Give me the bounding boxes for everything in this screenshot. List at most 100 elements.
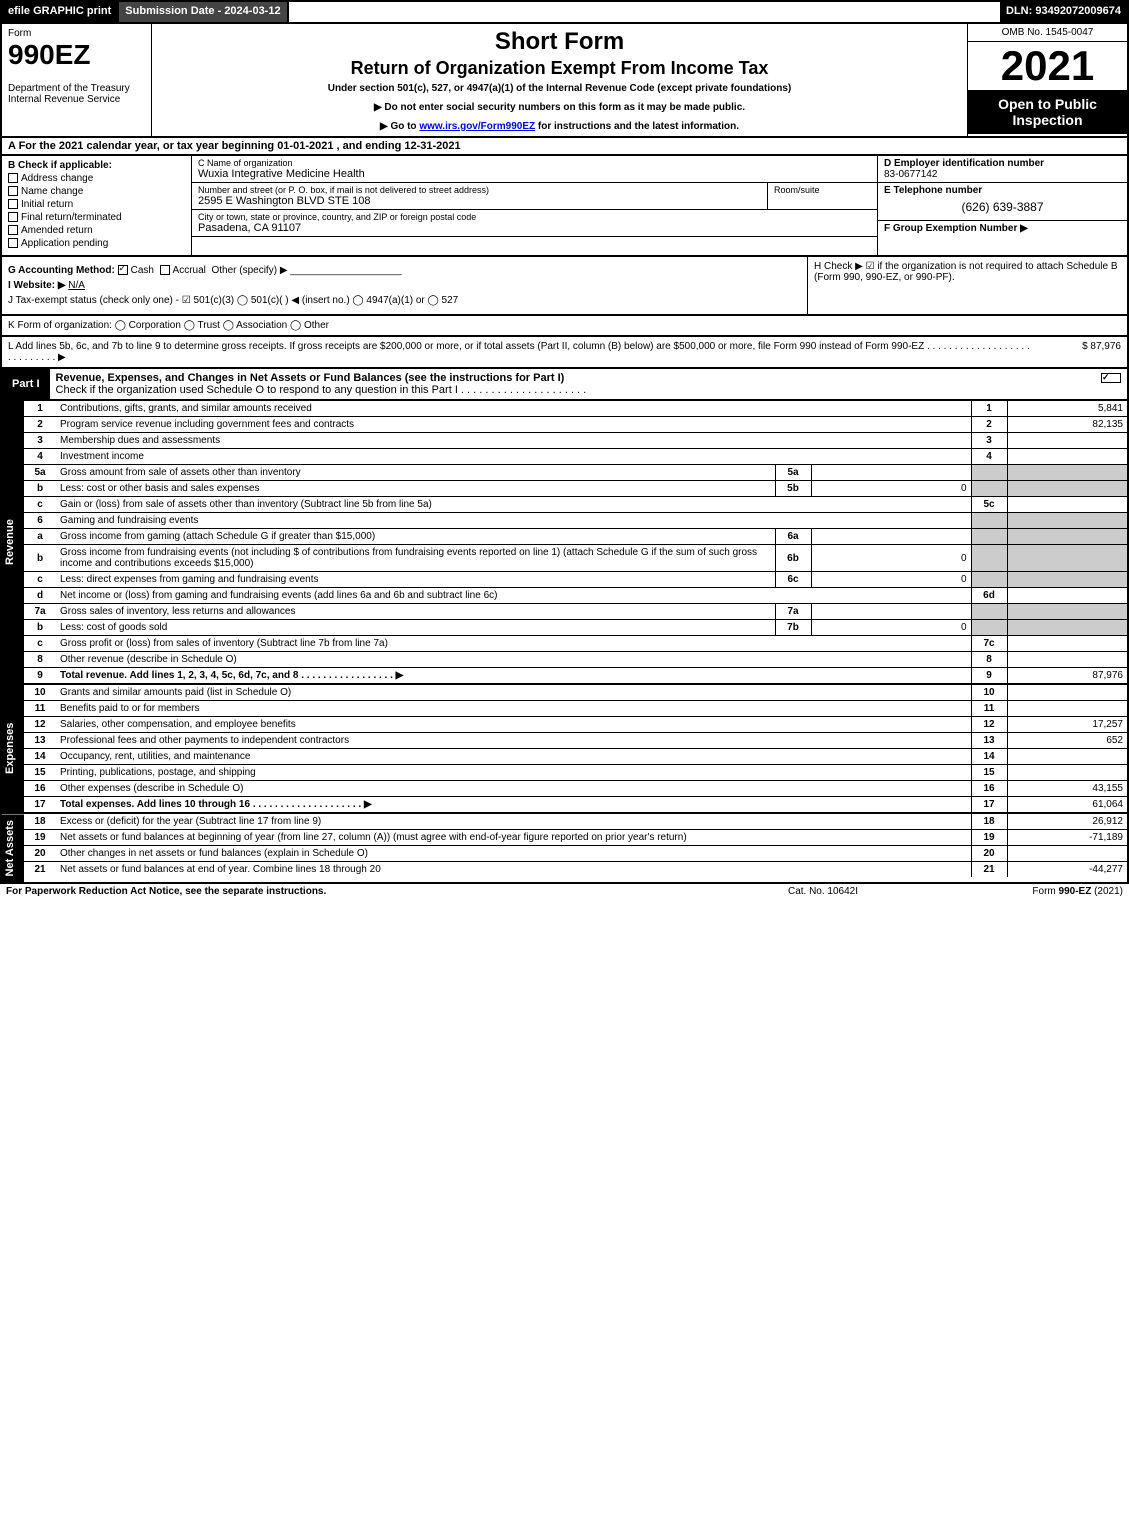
submission-date: Submission Date - 2024-03-12 [117,2,288,22]
col-b: B Check if applicable: Address change Nam… [2,156,192,255]
table-row: 5aGross amount from sale of assets other… [24,465,1127,481]
revenue-side-label: Revenue [2,401,24,683]
block-b-f: B Check if applicable: Address change Nam… [0,156,1129,257]
expenses-side-label: Expenses [2,685,24,812]
ein-value: 83-0677142 [884,169,937,180]
c-label: C Name of organization [198,158,621,168]
l-amount: $ 87,976 [1031,341,1121,363]
part-i-checkbox[interactable] [1101,373,1121,383]
table-row: bLess: cost or other basis and sales exp… [24,481,1127,497]
omb-number: OMB No. 1545-0047 [968,24,1127,42]
table-row: cGain or (loss) from sale of assets othe… [24,497,1127,513]
expenses-table: 10Grants and similar amounts paid (list … [24,685,1127,812]
netassets-side-label: Net Assets [2,814,24,882]
table-row: aGross income from gaming (attach Schedu… [24,529,1127,545]
revenue-section: Revenue 1Contributions, gifts, grants, a… [0,401,1129,685]
header-center: Short Form Return of Organization Exempt… [152,24,967,136]
org-name: Wuxia Integrative Medicine Health [198,168,621,180]
b-label: B Check if applicable: [8,160,185,171]
table-row: cLess: direct expenses from gaming and f… [24,572,1127,588]
d-label: D Employer identification number [884,158,1044,169]
e-label: E Telephone number [884,185,982,196]
irs-link[interactable]: www.irs.gov/Form990EZ [419,121,535,132]
table-row: 14Occupancy, rent, utilities, and mainte… [24,749,1127,765]
table-row: 18Excess or (deficit) for the year (Subt… [24,814,1127,830]
table-row: 10Grants and similar amounts paid (list … [24,685,1127,701]
l-text: L Add lines 5b, 6c, and 7b to line 9 to … [8,341,1031,363]
form-number: 990EZ [8,39,145,71]
table-row: 21Net assets or fund balances at end of … [24,862,1127,878]
netassets-table: 18Excess or (deficit) for the year (Subt… [24,814,1127,877]
table-row: bGross income from fundraising events (n… [24,545,1127,572]
subtitle: Under section 501(c), 527, or 4947(a)(1)… [158,83,961,94]
topbar: efile GRAPHIC print Submission Date - 20… [0,0,1129,24]
table-row: 9Total revenue. Add lines 1, 2, 3, 4, 5c… [24,668,1127,684]
row-l: L Add lines 5b, 6c, and 7b to line 9 to … [0,337,1129,369]
row-k: K Form of organization: ◯ Corporation ◯ … [0,316,1129,337]
department: Department of the Treasury Internal Reve… [8,83,145,105]
col-c: C Name of organization Wuxia Integrative… [192,156,877,255]
table-row: 2Program service revenue including gover… [24,417,1127,433]
b-option[interactable]: Application pending [8,238,185,249]
table-row: bLess: cost of goods sold7b0 [24,620,1127,636]
b-option[interactable]: Amended return [8,225,185,236]
part-i-title: Revenue, Expenses, and Changes in Net As… [56,372,565,384]
instruction-2: ▶ Go to www.irs.gov/Form990EZ for instru… [158,121,961,132]
website: N/A [68,280,85,291]
open-inspection: Open to Public Inspection [968,90,1127,134]
cash-checkbox[interactable] [118,265,128,275]
part-i-header: Part I Revenue, Expenses, and Changes in… [0,369,1129,401]
org-city: Pasadena, CA 91107 [198,222,871,234]
header-right: OMB No. 1545-0047 2021 Open to Public In… [967,24,1127,136]
table-row: 20Other changes in net assets or fund ba… [24,846,1127,862]
table-row: cGross profit or (loss) from sales of in… [24,636,1127,652]
part-i-sub: Check if the organization used Schedule … [56,384,587,396]
footer-center: Cat. No. 10642I [723,886,923,897]
table-row: 1Contributions, gifts, grants, and simil… [24,401,1127,417]
tax-year: 2021 [968,42,1127,90]
row-g: G Accounting Method: Cash Accrual Other … [8,265,801,276]
row-h: H Check ▶ ☑ if the organization is not r… [807,257,1127,314]
telephone: (626) 639-3887 [884,196,1121,218]
netassets-section: Net Assets 18Excess or (deficit) for the… [0,814,1129,884]
b-option[interactable]: Name change [8,186,185,197]
form-label: Form [8,28,145,39]
org-address: 2595 E Washington BLVD STE 108 [198,195,761,207]
dln: DLN: 93492072009674 [1000,2,1127,22]
table-row: 19Net assets or fund balances at beginni… [24,830,1127,846]
accrual-checkbox[interactable] [160,265,170,275]
instruction-1: ▶ Do not enter social security numbers o… [158,102,961,113]
table-row: 6Gaming and fundraising events [24,513,1127,529]
table-row: 7aGross sales of inventory, less returns… [24,604,1127,620]
table-row: 17Total expenses. Add lines 10 through 1… [24,797,1127,813]
row-a: A For the 2021 calendar year, or tax yea… [0,138,1129,156]
header-left: Form 990EZ Department of the Treasury In… [2,24,152,136]
table-row: 11Benefits paid to or for members11 [24,701,1127,717]
block-ghij: G Accounting Method: Cash Accrual Other … [0,257,1129,316]
table-row: dNet income or (loss) from gaming and fu… [24,588,1127,604]
b-option[interactable]: Address change [8,173,185,184]
row-i: I Website: ▶ N/A [8,280,801,291]
part-i-label: Part I [2,375,50,393]
b-option[interactable]: Initial return [8,199,185,210]
f-label: F Group Exemption Number ▶ [884,223,1028,234]
addr-label: Number and street (or P. O. box, if mail… [198,185,761,195]
table-row: 3Membership dues and assessments3 [24,433,1127,449]
table-row: 13Professional fees and other payments t… [24,733,1127,749]
table-row: 12Salaries, other compensation, and empl… [24,717,1127,733]
footer: For Paperwork Reduction Act Notice, see … [0,884,1129,899]
expenses-section: Expenses 10Grants and similar amounts pa… [0,685,1129,814]
title-short-form: Short Form [158,28,961,56]
col-def: D Employer identification number 83-0677… [877,156,1127,255]
revenue-table: 1Contributions, gifts, grants, and simil… [24,401,1127,683]
title-return: Return of Organization Exempt From Incom… [158,58,961,79]
roomsuite-label: Room/suite [774,185,871,195]
footer-left: For Paperwork Reduction Act Notice, see … [6,886,723,897]
table-row: 8Other revenue (describe in Schedule O)8 [24,652,1127,668]
city-label: City or town, state or province, country… [198,212,871,222]
table-row: 15Printing, publications, postage, and s… [24,765,1127,781]
row-j: J Tax-exempt status (check only one) - ☑… [8,295,801,306]
b-option[interactable]: Final return/terminated [8,212,185,223]
table-row: 4Investment income4 [24,449,1127,465]
efile-label[interactable]: efile GRAPHIC print [2,2,117,22]
